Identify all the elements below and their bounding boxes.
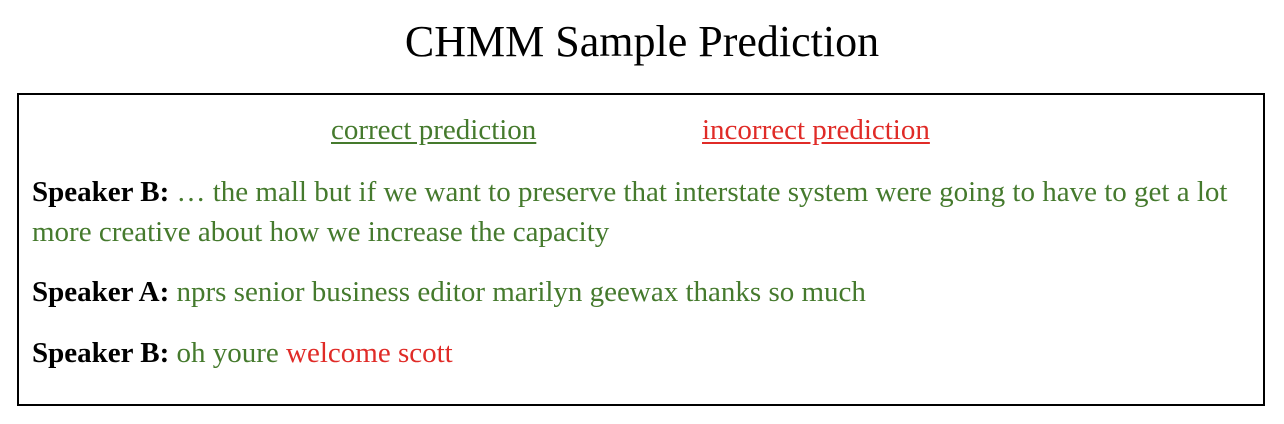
- legend-incorrect-prediction: incorrect prediction: [702, 114, 930, 146]
- transcript-box: [17, 93, 1265, 406]
- correct-text: oh youre: [176, 337, 279, 369]
- transcript-turn-3: Speaker B: oh youre welcome scott: [32, 333, 1254, 373]
- figure-title: CHMM Sample Prediction: [404, 17, 880, 66]
- transcript-turn-2: Speaker A: nprs senior business editor m…: [32, 272, 1254, 312]
- correct-text: … the mall but if we want to preserve th…: [32, 176, 1228, 248]
- correct-text: nprs senior business editor marilyn geew…: [176, 276, 866, 308]
- transcript-turn-1: Speaker B: … the mall but if we want to …: [32, 172, 1254, 252]
- legend-correct-prediction: correct prediction: [331, 114, 537, 146]
- speaker-label: Speaker B:: [32, 176, 170, 208]
- speaker-label: Speaker B:: [32, 337, 170, 369]
- speaker-label: Speaker A:: [32, 276, 170, 308]
- incorrect-text: welcome scott: [286, 337, 453, 369]
